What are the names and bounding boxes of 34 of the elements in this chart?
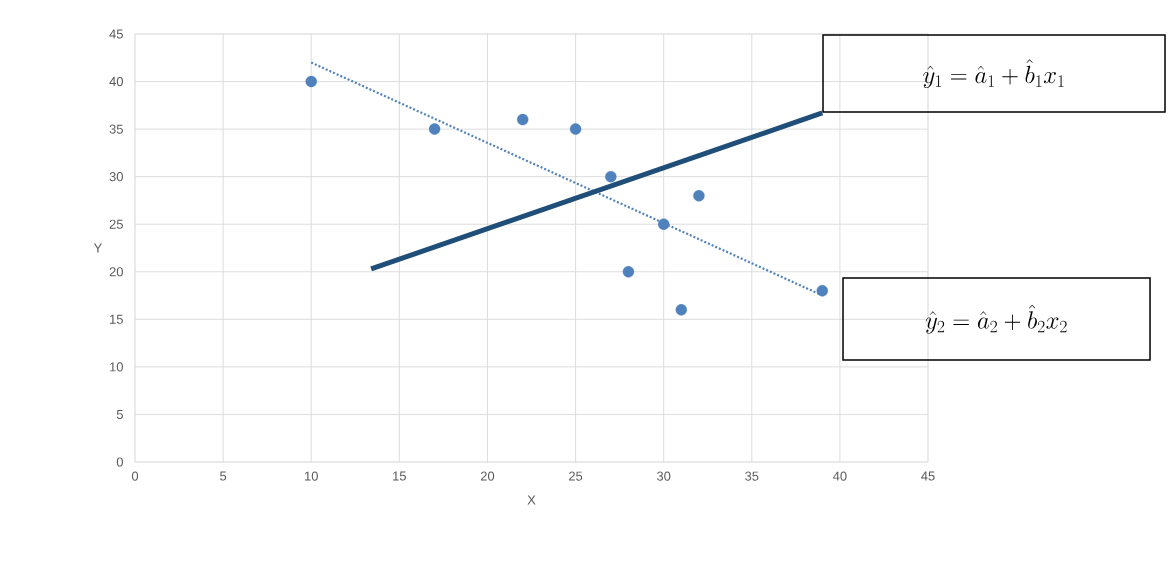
y-tick-label: 0 xyxy=(116,457,123,467)
x-tick-label: 5 xyxy=(220,471,227,481)
point xyxy=(305,75,317,88)
point xyxy=(428,123,441,135)
x-axis-title: X xyxy=(527,495,536,505)
x-tick-label: 35 xyxy=(745,471,759,481)
point xyxy=(657,218,670,230)
y-tick-label: 20 xyxy=(109,267,123,277)
point xyxy=(569,123,582,135)
x-tick-label: 25 xyxy=(569,471,583,481)
x-tick-label: 15 xyxy=(393,471,406,481)
x-tick-label: 20 xyxy=(480,471,495,481)
y-tick-label: 15 xyxy=(110,314,123,324)
x-tick-label: 30 xyxy=(656,471,671,481)
y-tick-label: 45 xyxy=(109,29,123,39)
x-tick-label: 40 xyxy=(832,471,847,481)
x-tick-label: 0 xyxy=(131,471,139,481)
y-tick-label: 10 xyxy=(110,362,123,372)
annotation: $\hat{y}_1 = \hat{a}_1 + \hat{b}_1 x_1$ xyxy=(923,59,1064,89)
annotation: $\hat{y}_2 = \hat{a}_2 + \hat{b}_2 x_2$ xyxy=(925,304,1067,334)
point xyxy=(816,285,828,297)
y-axis-title: Y xyxy=(93,243,102,253)
y-tick-label: 25 xyxy=(109,219,123,229)
point xyxy=(517,113,529,126)
y-tick-label: 35 xyxy=(109,124,123,134)
point xyxy=(605,170,617,183)
point xyxy=(622,266,635,278)
y-tick-label: 40 xyxy=(109,76,123,87)
point xyxy=(693,189,705,202)
point xyxy=(675,304,687,316)
x-tick-label: 10 xyxy=(305,471,318,481)
y-tick-label: 5 xyxy=(116,409,123,419)
y-tick-label: 30 xyxy=(109,172,123,182)
x-tick-label: 45 xyxy=(921,471,935,481)
